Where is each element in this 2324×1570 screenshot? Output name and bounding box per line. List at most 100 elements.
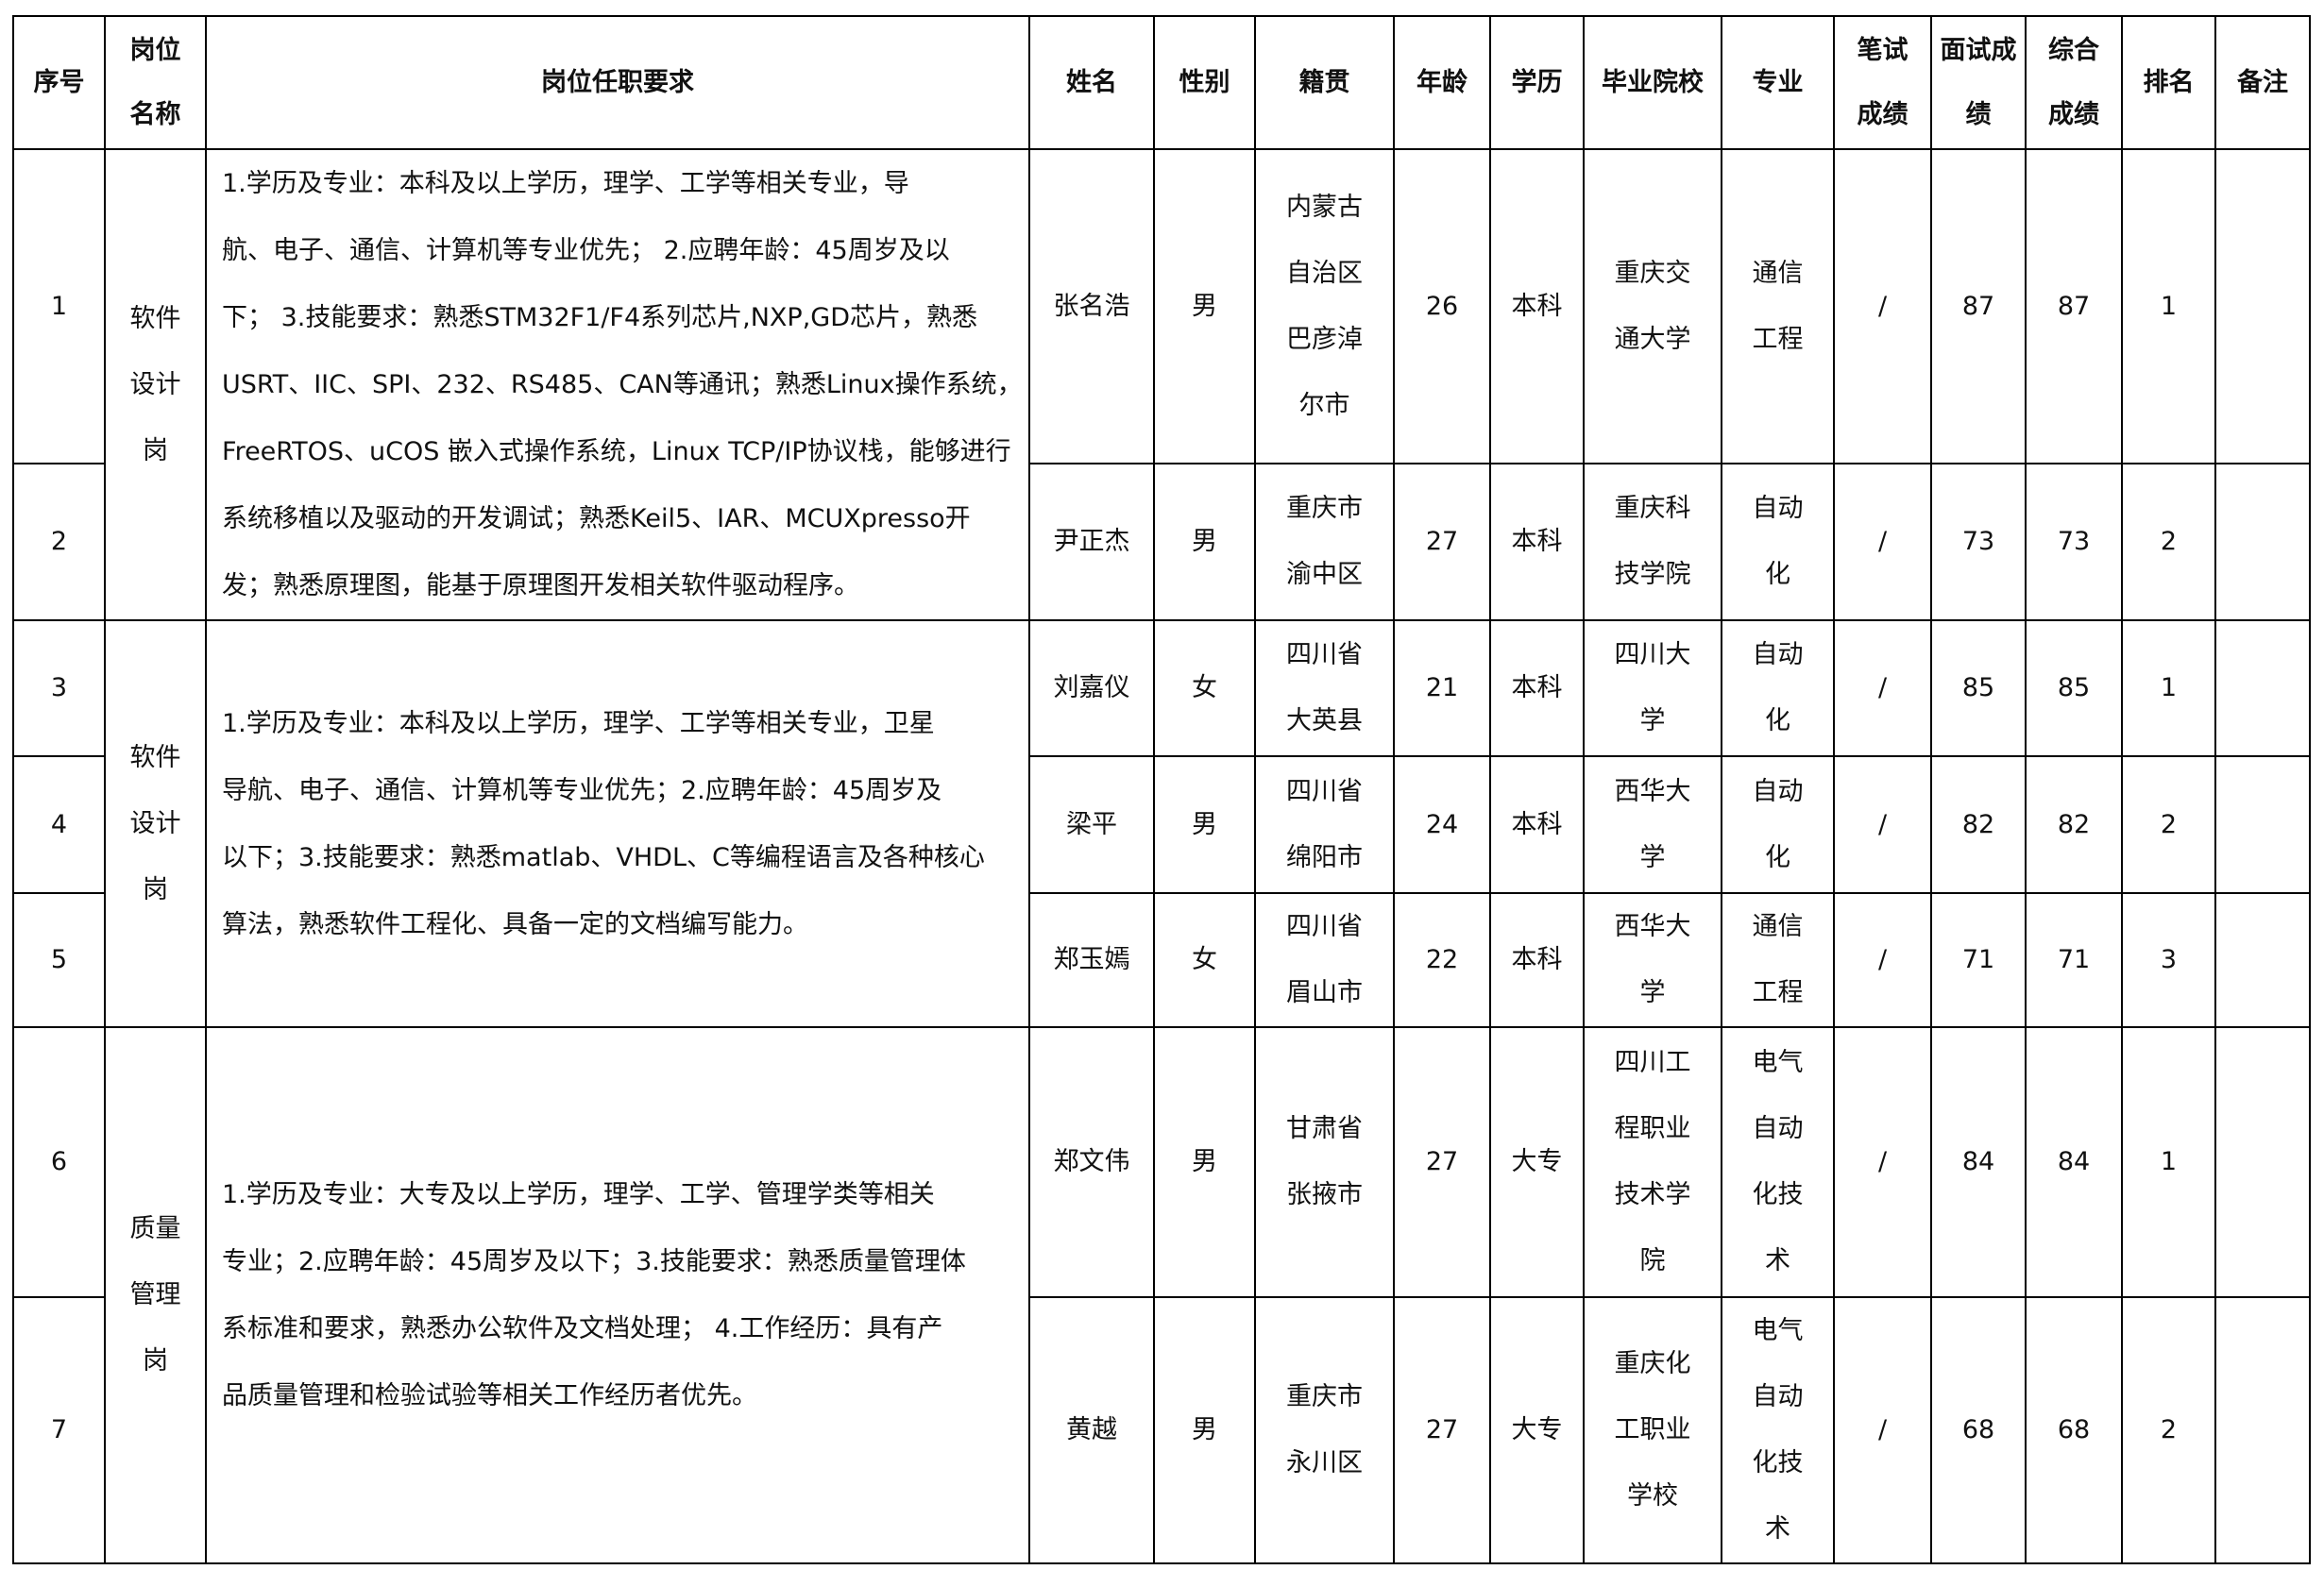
written-score-cell: / [1833, 148, 1932, 464]
position-name: 质量管理岗 [129, 1214, 181, 1376]
school: 西华大学 [1614, 912, 1691, 1007]
row-number: 4 [50, 809, 68, 839]
requirement-line: 下； 3.技能要求：熟悉STM32F1/F4系列芯片,NXP,GD芯片，熟悉 [222, 303, 977, 332]
requirement-line: 系统移植以及驱动的开发调试；熟悉Keil5、IAR、MCUXpresso开 [222, 504, 971, 533]
interview-score-cell: 71 [1930, 892, 2027, 1028]
total-score: 82 [2057, 809, 2091, 839]
gender: 女 [1192, 673, 1217, 702]
header-origin: 籍贯 [1254, 15, 1395, 150]
major-cell: 自动化 [1721, 463, 1835, 621]
age: 27 [1425, 1415, 1459, 1444]
school: 重庆科技学院 [1614, 494, 1691, 589]
header-age: 年龄 [1393, 15, 1491, 150]
note-cell [2214, 463, 2311, 621]
requirements-cell: 1.学历及专业：大专及以上学历，理学、工学、管理学类等相关 专业；2.应聘年龄：4… [205, 1026, 1030, 1564]
major: 自动化 [1752, 494, 1804, 589]
education-cell: 大专 [1489, 1296, 1585, 1564]
age: 27 [1425, 527, 1459, 556]
note-cell [2214, 1296, 2311, 1564]
gender-cell: 男 [1153, 148, 1256, 464]
written-score-cell: / [1833, 755, 1932, 894]
candidate-name: 黄越 [1066, 1415, 1117, 1444]
requirement-line: USRT、IIC、SPI、232、RS485、CAN等通讯；熟悉Linux操作系… [222, 370, 1023, 399]
header-label: 岗位任职要求 [541, 67, 694, 97]
rank: 2 [2160, 809, 2178, 839]
rank: 3 [2160, 945, 2178, 974]
origin-cell: 四川省绵阳市 [1254, 755, 1395, 894]
education-cell: 本科 [1489, 619, 1585, 757]
written-score-cell: / [1833, 463, 1932, 621]
education-cell: 本科 [1489, 148, 1585, 464]
requirements-cell: 1.学历及专业：本科及以上学历，理学、工学等相关专业，卫星 导航、电子、通信、计算… [205, 619, 1030, 1028]
header-major: 专业 [1721, 15, 1835, 150]
gender-cell: 男 [1153, 1296, 1256, 1564]
candidate-name-cell: 尹正杰 [1028, 463, 1155, 621]
school-cell: 西华大学 [1583, 892, 1722, 1028]
age-cell: 27 [1393, 1026, 1491, 1298]
school-cell: 重庆化工职业学校 [1583, 1296, 1722, 1564]
age: 27 [1425, 1147, 1459, 1176]
interview-score: 82 [1961, 809, 1995, 839]
rank-cell: 1 [2121, 1026, 2216, 1298]
candidate-name: 张名浩 [1053, 291, 1130, 321]
age-cell: 27 [1393, 463, 1491, 621]
major: 电气自动化技术 [1752, 1316, 1804, 1544]
header-label: 序号 [33, 67, 85, 97]
header-label: 籍贯 [1298, 67, 1350, 97]
table-row: 3 软件设计岗 1.学历及专业：本科及以上学历，理学、工学等相关专业，卫星 导航、电子… [12, 619, 2311, 1028]
header-education: 学历 [1489, 15, 1585, 150]
origin: 四川省大英县 [1286, 640, 1363, 735]
table-row: 2 尹正杰 男 重庆市渝中区 27 本科 重庆科技学院 自动化 / 73 73 2 [12, 463, 2311, 621]
position-name: 软件设计岗 [129, 303, 181, 465]
school-cell: 四川工程职业技术学院 [1583, 1026, 1722, 1298]
origin-cell: 重庆市永川区 [1254, 1296, 1395, 1564]
note-cell [2214, 619, 2311, 757]
candidate-name: 郑玉嫣 [1053, 945, 1130, 974]
candidate-name-cell: 郑玉嫣 [1028, 892, 1155, 1028]
gender: 男 [1192, 291, 1217, 321]
header-school: 毕业院校 [1583, 15, 1722, 150]
written-score: / [1877, 673, 1888, 702]
header-gender: 性别 [1153, 15, 1256, 150]
row-number-cell: 5 [12, 892, 106, 1028]
origin-cell: 内蒙古自治区巴彦淖尔市 [1254, 148, 1395, 464]
row-number-cell: 3 [12, 619, 106, 757]
school-cell: 西华大学 [1583, 755, 1722, 894]
row-number-cell: 4 [12, 755, 106, 894]
origin-cell: 四川省眉山市 [1254, 892, 1395, 1028]
interview-score-cell: 85 [1930, 619, 2027, 757]
age-cell: 22 [1393, 892, 1491, 1028]
requirement-line: 品质量管理和检验试验等相关工作经历者优先。 [222, 1381, 757, 1410]
age: 22 [1425, 945, 1459, 974]
total-score-cell: 85 [2025, 619, 2123, 757]
header-label: 毕业院校 [1602, 67, 1704, 97]
interview-score: 84 [1961, 1147, 1995, 1176]
row-number-cell: 7 [12, 1296, 106, 1564]
written-score: / [1877, 527, 1888, 556]
origin: 重庆市渝中区 [1286, 494, 1363, 589]
total-score-cell: 82 [2025, 755, 2123, 894]
school: 重庆化工职业学校 [1614, 1349, 1691, 1511]
candidate-name-cell: 黄越 [1028, 1296, 1155, 1564]
row-number: 3 [50, 673, 68, 702]
interview-score: 73 [1961, 527, 1995, 556]
header-row: 序号 岗位名称 岗位任职要求 姓名 性别 籍贯 年龄 学历 毕业院校 专业 笔试成绩 面试成绩 综合成绩… [12, 15, 2311, 150]
total-score-cell: 84 [2025, 1026, 2123, 1298]
interview-score-cell: 87 [1930, 148, 2027, 464]
interview-score: 71 [1961, 945, 1995, 974]
school: 重庆交通大学 [1614, 258, 1691, 354]
major: 通信工程 [1752, 912, 1804, 1007]
total-score: 68 [2057, 1415, 2091, 1444]
total-score: 85 [2057, 673, 2091, 702]
major-cell: 自动化 [1721, 755, 1835, 894]
school: 四川工程职业技术学院 [1614, 1048, 1691, 1275]
rank: 1 [2160, 673, 2178, 702]
row-number: 2 [50, 527, 68, 556]
interview-score: 85 [1961, 673, 1995, 702]
row-number: 7 [50, 1415, 68, 1444]
rank: 1 [2160, 291, 2178, 321]
row-number-cell: 6 [12, 1026, 106, 1298]
requirement-line: 以下；3.技能要求：熟悉matlab、VHDL、C等编程语言及各种核心 [222, 842, 985, 872]
header-written-score: 笔试成绩 [1833, 15, 1932, 150]
note-cell [2214, 892, 2311, 1028]
